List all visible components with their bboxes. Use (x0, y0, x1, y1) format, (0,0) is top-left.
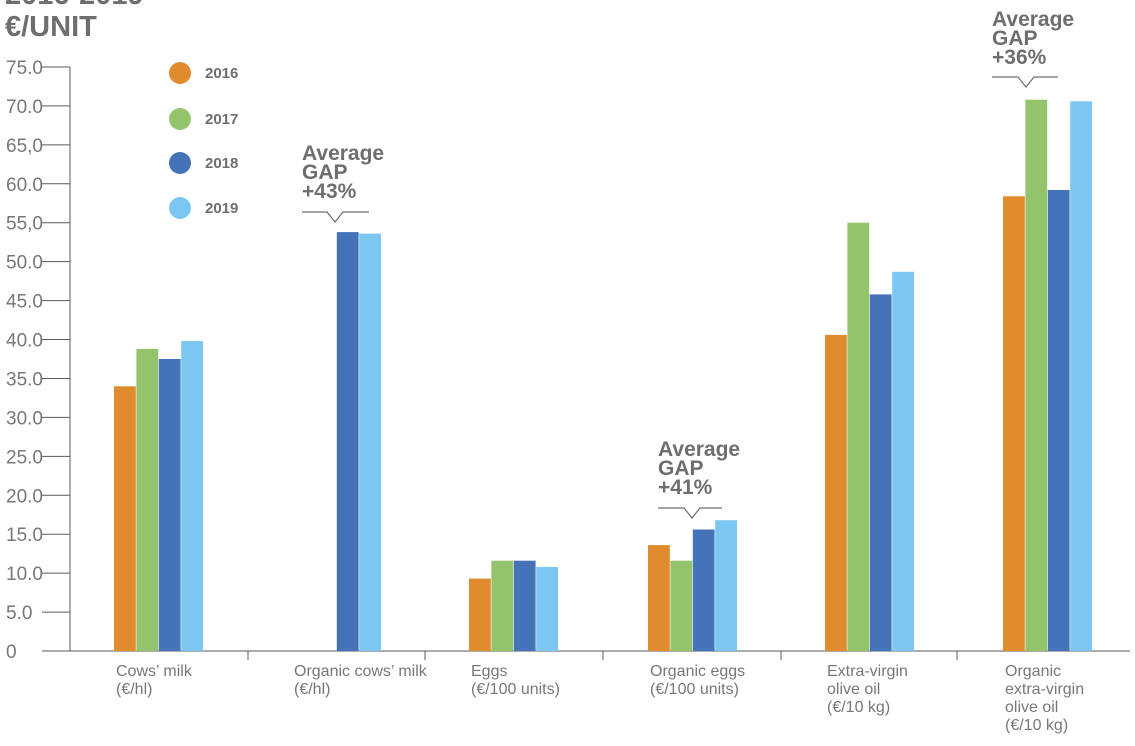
gap-annotation-text: +36% (992, 46, 1047, 69)
legend-marker-2018 (169, 152, 191, 174)
y-tick-label: 25.0 (6, 447, 43, 468)
bar-2018 (1047, 190, 1070, 651)
gap-annotation-pointer (992, 76, 1058, 88)
gap-annotation-text: GAP (302, 161, 348, 184)
chart-title-years: 2016-2019 (5, 0, 144, 11)
y-tick-label: 45.0 (6, 292, 43, 313)
x-category-label: Organic cows’ milk (294, 663, 428, 680)
gap-annotation-text: Average (658, 438, 740, 461)
bar-2016 (1003, 196, 1025, 652)
bar-2016 (114, 386, 136, 651)
gap-annotation-text: GAP (658, 457, 704, 480)
bar-2016 (648, 545, 670, 651)
y-tick-label: 40.0 (6, 331, 43, 352)
bar-2019 (1070, 101, 1092, 652)
bar-2018 (158, 359, 181, 651)
x-category-label: Organic (1005, 663, 1061, 680)
x-category-label: (€/hl) (294, 681, 330, 698)
bar-2019 (892, 271, 914, 651)
chart-title-unit: €/UNIT (5, 11, 97, 43)
legend-marker-2019 (169, 197, 191, 219)
bar-2019 (359, 233, 381, 651)
x-category-label: olive oil (1005, 699, 1058, 716)
legend-label-2017: 2017 (205, 111, 238, 128)
x-category-label: Eggs (471, 663, 507, 680)
x-category-label: olive oil (827, 681, 880, 698)
gap-annotation-pointer (302, 211, 369, 223)
bar-2018 (869, 294, 892, 651)
bar-2017 (670, 560, 693, 651)
x-category-label: (€/10 kg) (827, 699, 890, 716)
bar-2018 (336, 232, 359, 651)
x-category-label: Extra-virgin (827, 663, 908, 680)
y-tick-label: 0 (6, 642, 17, 663)
legend-label-2019: 2019 (205, 200, 238, 217)
x-category-label: (€/100 units) (650, 681, 739, 698)
bar-2016 (825, 334, 847, 651)
legend-label-2016: 2016 (205, 65, 238, 82)
y-tick-label: 20.0 (6, 486, 43, 507)
gap-annotation-pointer (658, 507, 722, 519)
y-tick-label: 30.0 (6, 408, 43, 429)
y-tick-label: 5.0 (6, 603, 32, 624)
gap-annotation-text: Average (302, 142, 384, 165)
x-category-label: (€/hl) (116, 681, 152, 698)
y-tick-label: 55,0 (6, 214, 43, 235)
gap-annotation-text: +43% (302, 180, 357, 203)
y-tick-label: 75.0 (6, 58, 43, 79)
y-tick-label: 10.0 (6, 564, 43, 585)
bar-2017 (491, 560, 514, 651)
legend-marker-2016 (169, 62, 191, 84)
legend-marker-2017 (169, 108, 191, 130)
bar-2019 (715, 520, 737, 651)
gap-annotation-text: GAP (992, 27, 1038, 50)
gap-annotation-text: Average (992, 8, 1074, 31)
bar-2017 (847, 222, 870, 651)
bar-2016 (469, 578, 491, 651)
gap-annotation-text: +41% (658, 476, 713, 499)
y-tick-label: 65,0 (6, 136, 43, 157)
bar-2017 (1025, 99, 1048, 651)
y-tick-label: 15.0 (6, 525, 43, 546)
bar-2018 (692, 529, 715, 651)
x-category-label: Cows’ milk (116, 663, 193, 680)
bar-2018 (513, 560, 536, 651)
bar-2019 (181, 341, 203, 651)
y-tick-label: 35.0 (6, 369, 43, 390)
bar-2017 (136, 348, 159, 651)
x-category-label: (€/100 units) (471, 681, 560, 698)
x-category-label: extra-virgin (1005, 681, 1084, 698)
legend-label-2018: 2018 (205, 155, 238, 172)
x-category-label: Organic eggs (650, 663, 745, 680)
bar-2019 (536, 566, 558, 651)
y-tick-label: 50.0 (6, 253, 43, 274)
y-tick-label: 70.0 (6, 97, 43, 118)
y-tick-label: 60.0 (6, 175, 43, 196)
x-category-label: (€/10 kg) (1005, 717, 1068, 734)
